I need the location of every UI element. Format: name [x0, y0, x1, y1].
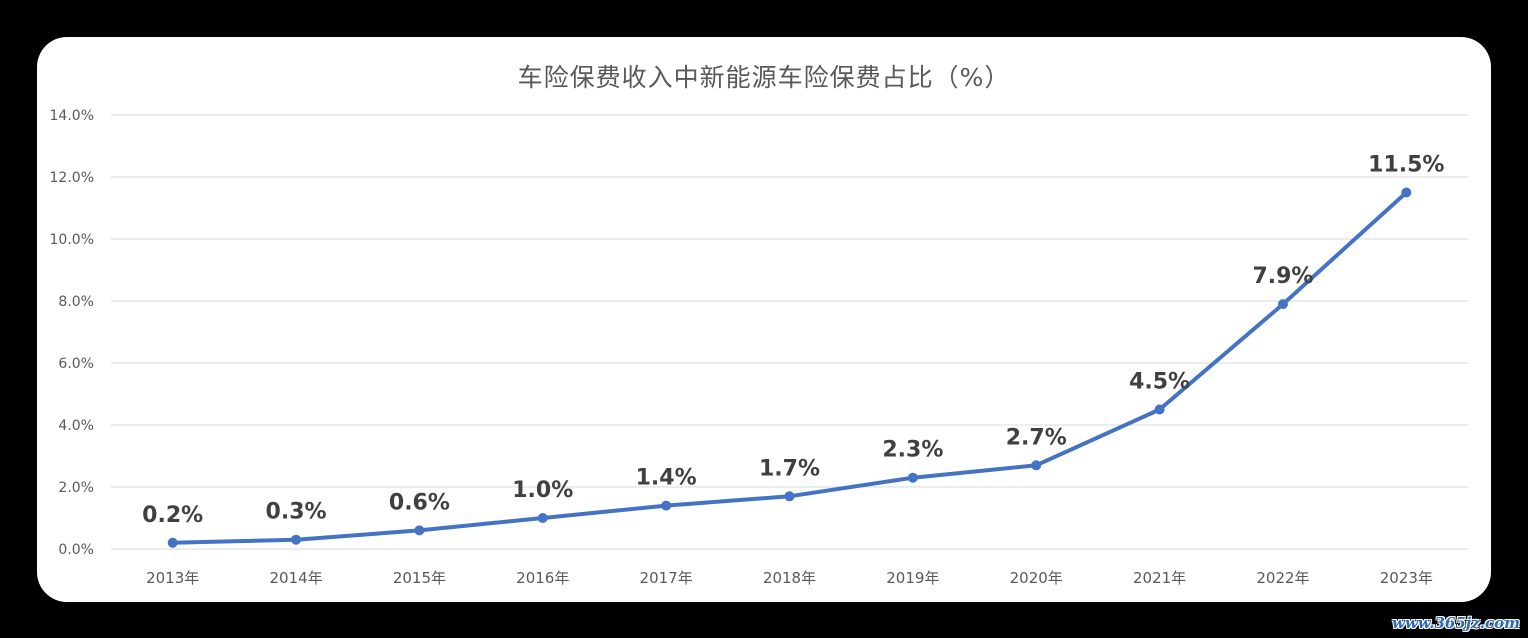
y-tick-label: 12.0%	[50, 170, 94, 186]
data-label: 2.3%	[882, 438, 943, 463]
y-axis-ticks: 0.0% 2.0% 4.0% 6.0% 8.0% 10.0% 12.0% 14.0%	[50, 108, 94, 558]
x-tick-label: 2021年	[1133, 569, 1186, 587]
x-tick-label: 2018年	[763, 569, 816, 587]
data-point	[1401, 187, 1412, 198]
data-points	[167, 187, 1412, 548]
data-label: 11.5%	[1368, 153, 1444, 178]
data-label: 4.5%	[1129, 370, 1190, 395]
data-label: 0.6%	[389, 490, 450, 515]
x-tick-label: 2014年	[269, 569, 322, 587]
y-tick-label: 10.0%	[50, 232, 94, 248]
y-tick-label: 4.0%	[58, 418, 94, 434]
data-label: 0.2%	[142, 503, 203, 528]
x-tick-label: 2020年	[1010, 569, 1063, 587]
data-point	[661, 500, 672, 511]
y-tick-label: 8.0%	[58, 294, 94, 310]
x-tick-label: 2023年	[1380, 569, 1433, 587]
data-label: 2.7%	[1006, 425, 1067, 450]
x-tick-label: 2019年	[886, 569, 939, 587]
x-tick-label: 2017年	[640, 569, 693, 587]
x-tick-label: 2013年	[146, 569, 199, 587]
x-tick-label: 2016年	[516, 569, 569, 587]
chart-card	[37, 37, 1491, 602]
x-tick-label: 2022年	[1256, 569, 1309, 587]
gridlines	[111, 114, 1468, 550]
data-label: 1.4%	[636, 466, 697, 491]
y-tick-label: 2.0%	[58, 480, 94, 496]
data-point	[1154, 404, 1165, 415]
data-point	[414, 525, 425, 536]
y-tick-label: 6.0%	[58, 356, 94, 372]
data-label: 7.9%	[1252, 264, 1313, 289]
data-point	[1277, 299, 1288, 310]
chart-title: 车险保费收入中新能源车险保费占比（%）	[517, 63, 1011, 92]
y-tick-label: 0.0%	[58, 542, 94, 558]
x-axis-ticks: 2013年 2014年 2015年 2016年 2017年 2018年 2019年 2020年…	[146, 569, 1433, 587]
x-tick-label: 2015年	[393, 569, 446, 587]
data-label: 0.3%	[266, 500, 327, 525]
data-point	[167, 537, 178, 548]
y-tick-label: 14.0%	[50, 108, 94, 124]
data-labels: 0.2% 0.3% 0.6% 1.0% 1.4% 1.7% 2.3% 2.7% 4.5% 7.9%…	[142, 153, 1444, 528]
data-point	[784, 491, 795, 502]
series-line	[170, 190, 1409, 545]
data-point	[907, 472, 918, 483]
data-point	[291, 534, 302, 545]
data-label: 1.0%	[512, 478, 573, 503]
data-label: 1.7%	[759, 456, 820, 481]
watermark: www.365jz.com	[1392, 614, 1520, 632]
data-point	[537, 513, 548, 523]
data-point	[1031, 460, 1042, 471]
